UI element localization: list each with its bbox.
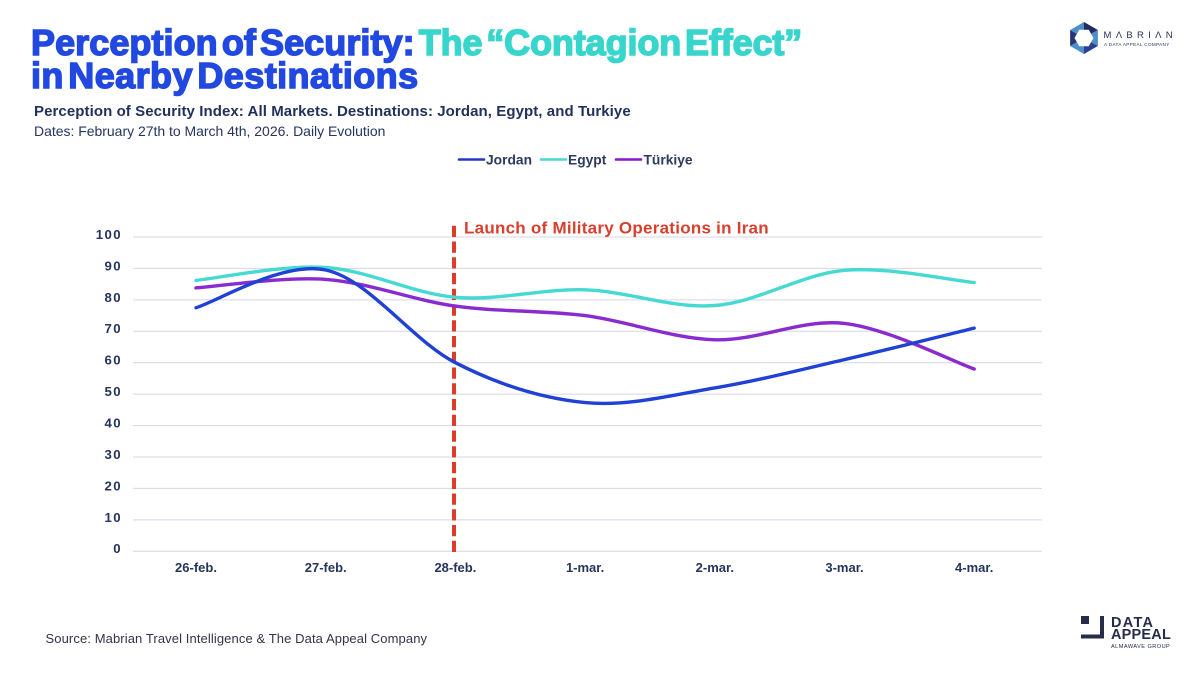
svg-text:28-feb.: 28-feb. xyxy=(434,560,476,575)
svg-text:80: 80 xyxy=(105,290,122,305)
svg-text:Launch of Military Operations: Launch of Military Operations in Iran xyxy=(464,219,769,238)
svg-text:Türkiye: Türkiye xyxy=(644,153,693,168)
svg-text:30: 30 xyxy=(105,447,122,462)
svg-text:100: 100 xyxy=(96,227,122,242)
svg-text:70: 70 xyxy=(105,321,122,336)
svg-text:MΛBRIΛN: MΛBRIΛN xyxy=(1104,30,1177,41)
svg-text:26-feb.: 26-feb. xyxy=(175,560,217,575)
svg-text:4-mar.: 4-mar. xyxy=(955,560,993,575)
svg-text:3-mar.: 3-mar. xyxy=(825,560,863,575)
svg-text:2-mar.: 2-mar. xyxy=(696,560,734,575)
svg-text:1-mar.: 1-mar. xyxy=(566,560,604,575)
svg-text:DATA: DATA xyxy=(1111,615,1154,631)
svg-text:27-feb.: 27-feb. xyxy=(305,560,347,575)
svg-text:ALMAWAVE GROUP: ALMAWAVE GROUP xyxy=(1111,644,1170,650)
svg-text:APPEAL: APPEAL xyxy=(1111,627,1171,643)
svg-text:0: 0 xyxy=(113,541,122,556)
svg-text:90: 90 xyxy=(105,258,122,273)
svg-text:60: 60 xyxy=(105,353,122,368)
svg-text:40: 40 xyxy=(105,416,122,431)
svg-text:Jordan: Jordan xyxy=(486,153,532,168)
svg-text:20: 20 xyxy=(105,478,122,493)
svg-text:A DATA APPEAL COMPANY: A DATA APPEAL COMPANY xyxy=(1104,42,1170,47)
svg-text:Egypt: Egypt xyxy=(568,153,607,168)
svg-text:10: 10 xyxy=(105,510,122,525)
svg-text:50: 50 xyxy=(105,384,122,399)
